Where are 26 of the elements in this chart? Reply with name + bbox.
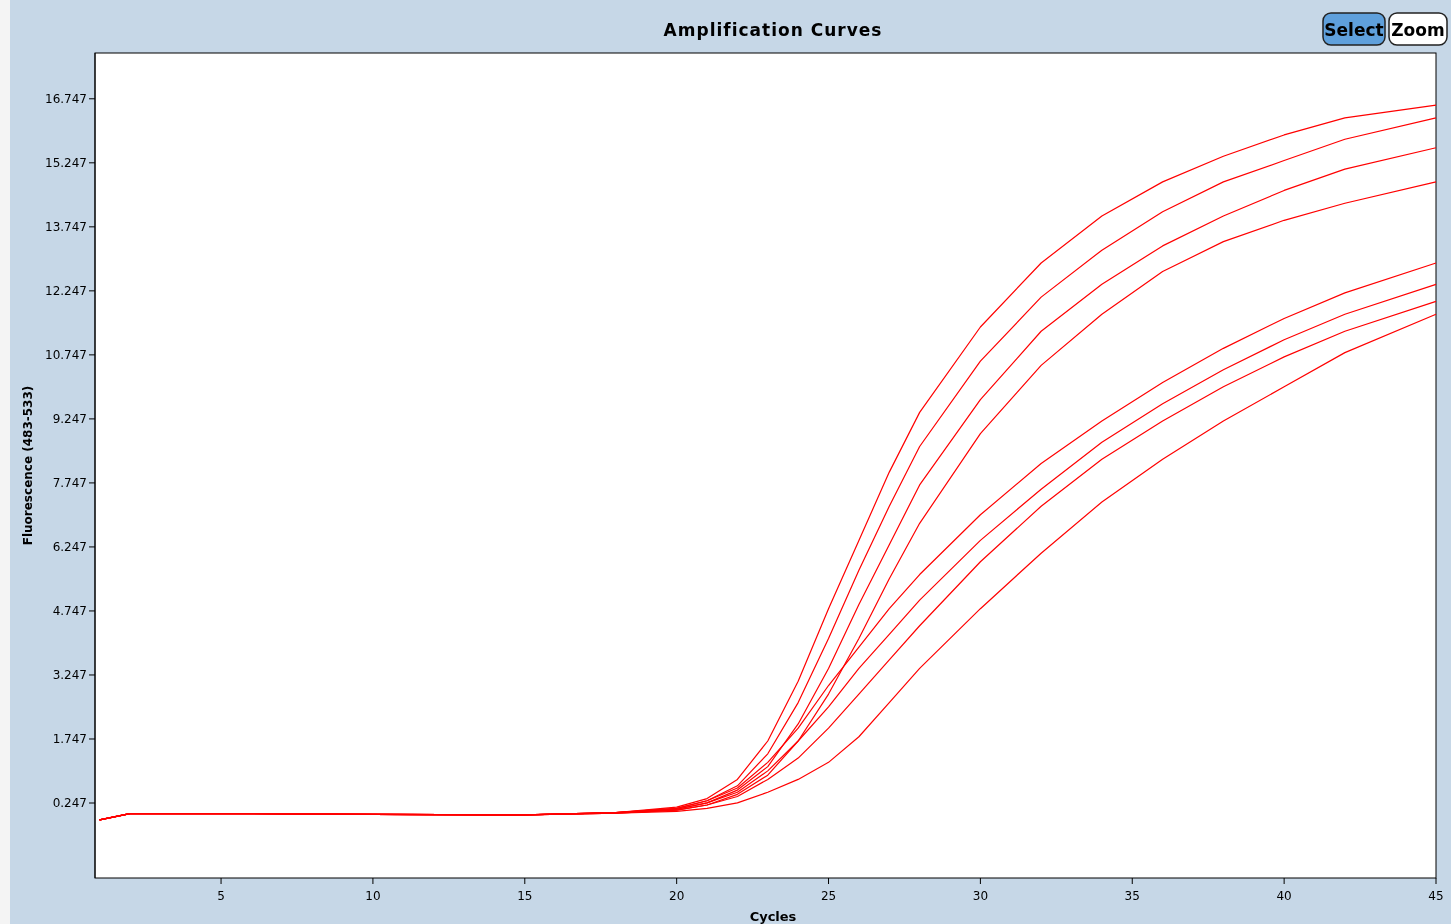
y-tick-label: 4.747 [52,603,87,618]
chart-title: Amplification Curves [663,20,883,40]
x-tick-label: 40 [1276,889,1292,903]
x-tick-label: 10 [365,889,381,903]
y-tick-label: 15.247 [45,155,87,170]
button: Select [1322,12,1386,46]
x-tick-label: 25 [820,889,837,903]
y-tick-label: 7.747 [52,475,87,490]
x-tick-label: 45 [1428,889,1444,903]
x-tick-label: 35 [1124,889,1140,903]
x-tick-label: 15 [517,889,533,903]
y-tick-label: 6.247 [52,539,87,554]
y-tick-label: 13.747 [45,219,87,234]
y-tick-label: 1.747 [52,731,87,746]
y-tick-label: 9.247 [52,411,87,426]
y-tick-label: 0.247 [52,796,87,811]
x-tick-label: 5 [217,889,225,903]
y-tick-label: 10.747 [45,347,87,362]
y-tick-label: 12.247 [45,283,87,298]
y-tick-label: 16.747 [45,91,87,106]
y-axis-title: Fluorescence (483-533) [21,385,35,546]
x-tick-label: 20 [669,889,685,903]
button: Zoom [1388,12,1448,46]
y-tick-label: 3.247 [52,667,87,682]
x-tick-label: 30 [972,889,989,903]
x-axis-title: Cycles [749,909,797,924]
